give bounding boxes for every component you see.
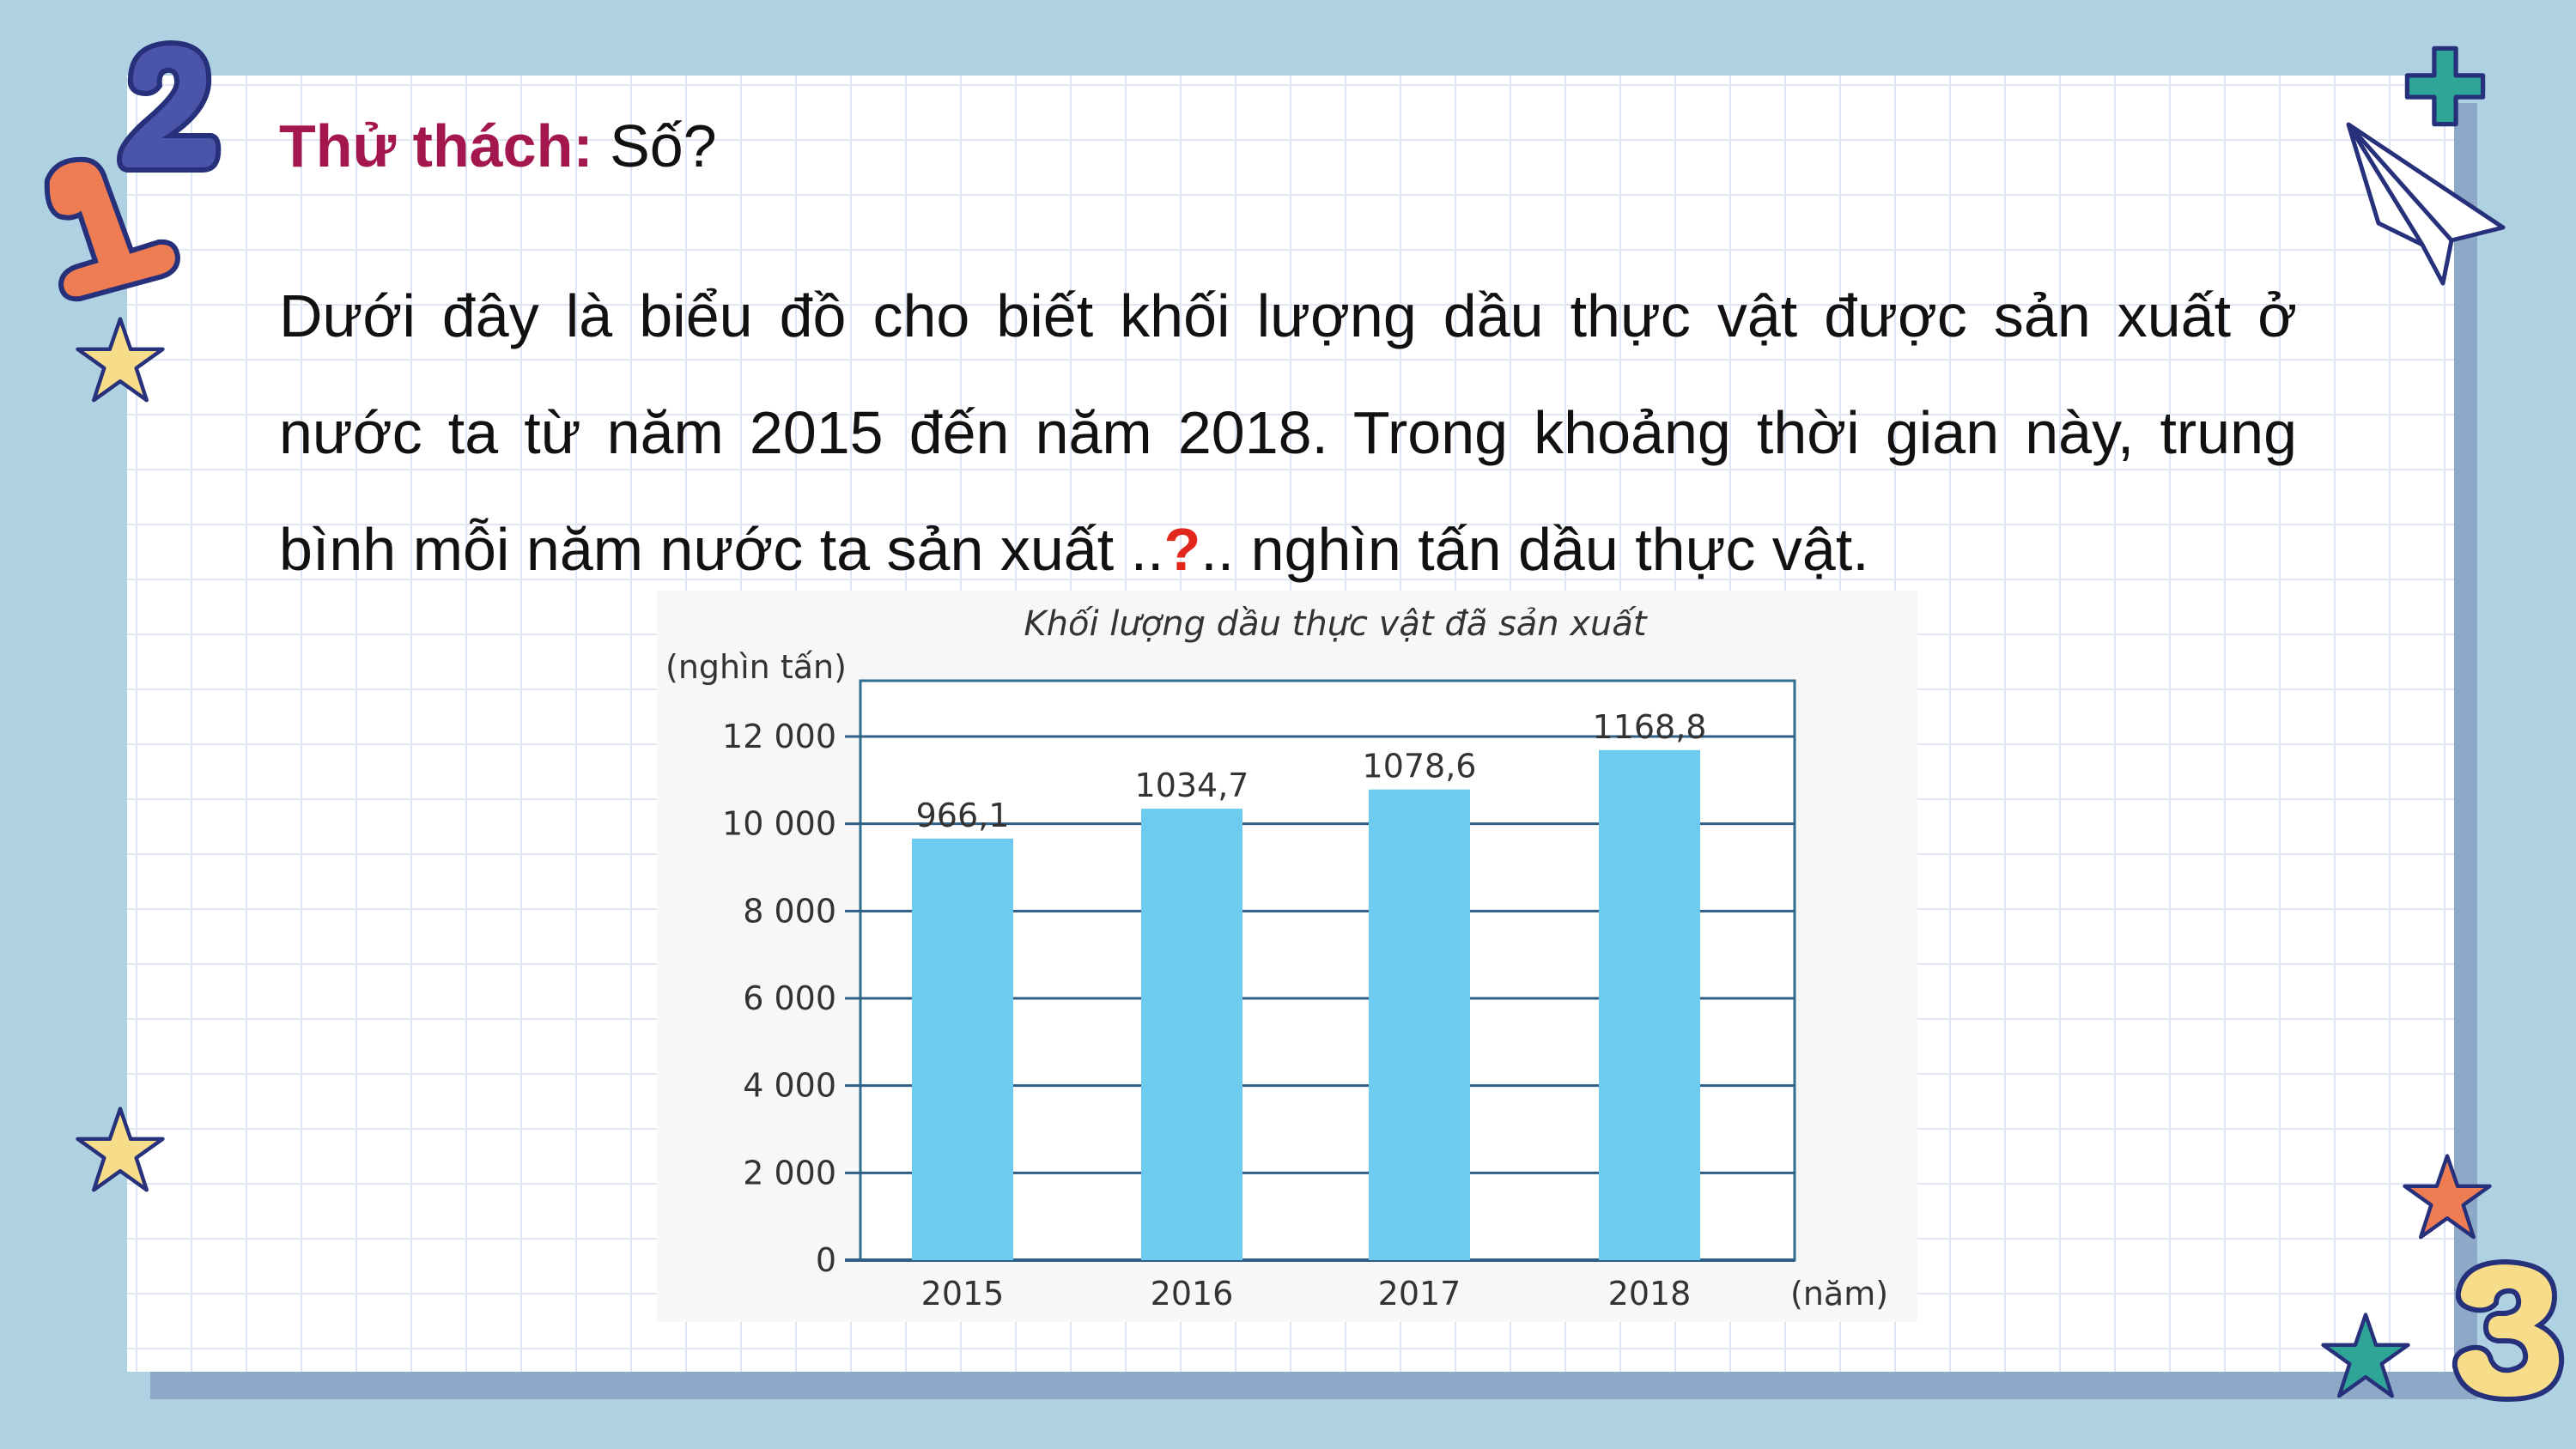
y-tick-label: 0 xyxy=(816,1241,836,1279)
star-icon xyxy=(2321,1313,2410,1398)
star-icon xyxy=(76,317,165,403)
problem-text: Dưới đây là biểu đồ cho biết khối lượng … xyxy=(279,258,2297,608)
y-tick-label: 10 000 xyxy=(722,805,836,843)
bar-value-label: 1078,6 xyxy=(1363,748,1477,785)
paper-plane-icon xyxy=(2346,122,2506,286)
star-icon xyxy=(2403,1154,2492,1240)
x-axis-label: (năm) xyxy=(1790,1275,1888,1313)
y-axis-label: (nghìn tấn) xyxy=(665,648,847,686)
challenge-prompt: Số? xyxy=(610,112,717,179)
bar-value-label: 966,1 xyxy=(916,797,1010,834)
x-tick-label: 2018 xyxy=(1608,1275,1692,1313)
bar-2015 xyxy=(912,838,1013,1260)
y-tick-label: 2 000 xyxy=(743,1154,836,1191)
bar-value-label: 1168,8 xyxy=(1593,708,1707,746)
number-one-icon xyxy=(44,156,181,302)
problem-text-before: Dưới đây là biểu đồ cho biết khối lượng … xyxy=(279,282,2297,583)
x-tick-label: 2015 xyxy=(921,1275,1005,1313)
bar-chart-svg: Khối lượng dầu thực vật đã sản xuất (nghì… xyxy=(665,604,1888,1313)
challenge-label: Thử thách: xyxy=(279,112,593,179)
x-tick-label: 2016 xyxy=(1151,1275,1234,1313)
plus-icon xyxy=(2404,45,2486,127)
y-tick-label: 6 000 xyxy=(743,979,836,1017)
challenge-heading: Thử thách: Số? xyxy=(279,112,717,180)
number-three-icon xyxy=(2451,1258,2565,1403)
x-tick-label: 2017 xyxy=(1378,1275,1461,1313)
bar-chart: Khối lượng dầu thực vật đã sản xuất (nghì… xyxy=(657,591,1917,1322)
bar-2016 xyxy=(1141,809,1242,1260)
chart-title: Khối lượng dầu thực vật đã sản xuất xyxy=(1024,604,1647,644)
problem-text-after: .. nghìn tấn dầu thực vật. xyxy=(1200,516,1869,583)
bar-2018 xyxy=(1599,749,1700,1260)
number-two-icon xyxy=(117,39,222,173)
y-tick-label: 4 000 xyxy=(743,1067,836,1105)
y-tick-label: 8 000 xyxy=(743,892,836,930)
answer-blank: ? xyxy=(1163,516,1201,583)
bar-value-label: 1034,7 xyxy=(1135,767,1249,804)
bar-2017 xyxy=(1369,789,1470,1260)
star-icon xyxy=(76,1106,165,1192)
y-tick-label: 12 000 xyxy=(722,718,836,755)
